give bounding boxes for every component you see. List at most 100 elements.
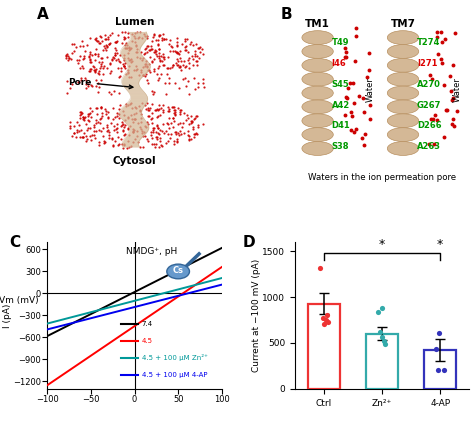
Point — [196, 55, 203, 62]
Ellipse shape — [302, 142, 333, 156]
Point — [106, 40, 114, 47]
Point — [111, 51, 119, 58]
Point — [77, 108, 85, 115]
Point — [136, 107, 144, 114]
Point — [161, 80, 169, 87]
Point — [109, 135, 116, 142]
Point — [90, 67, 97, 74]
Point — [105, 41, 113, 48]
Point — [99, 112, 106, 119]
Point — [155, 101, 163, 108]
Point — [190, 115, 198, 122]
Point — [190, 41, 197, 48]
Point — [92, 128, 100, 135]
Point — [155, 107, 162, 114]
Point — [118, 119, 126, 126]
Point — [176, 120, 183, 127]
Point — [132, 105, 140, 111]
Point — [112, 38, 120, 45]
Point — [82, 75, 89, 82]
Point — [137, 126, 145, 133]
Point — [86, 65, 94, 72]
Point — [200, 120, 207, 127]
Point — [99, 59, 106, 66]
Point — [105, 129, 113, 136]
Point — [316, 264, 324, 271]
Point — [102, 110, 110, 117]
Point — [64, 77, 71, 84]
Point — [119, 121, 127, 128]
Point — [95, 139, 102, 146]
Point — [80, 133, 87, 140]
Point — [137, 54, 144, 61]
Point — [137, 111, 145, 118]
Point — [193, 52, 201, 59]
Point — [136, 29, 144, 35]
Point — [159, 61, 167, 68]
Point — [102, 45, 109, 52]
Point — [136, 72, 143, 79]
Point — [160, 61, 168, 68]
Point — [115, 111, 123, 118]
Point — [80, 115, 88, 122]
Point — [153, 70, 161, 77]
Point — [127, 59, 135, 66]
Text: C: C — [9, 235, 20, 250]
Point — [156, 58, 164, 65]
Point — [181, 64, 188, 71]
Point — [155, 41, 162, 48]
Point — [155, 32, 163, 39]
Point — [162, 36, 170, 43]
Point — [76, 114, 83, 121]
Bar — [366, 334, 398, 389]
Point — [162, 127, 170, 134]
Point — [193, 113, 201, 120]
Point — [147, 116, 155, 123]
Point — [85, 117, 92, 124]
Point — [100, 70, 107, 77]
Point — [89, 131, 96, 138]
Point — [98, 115, 105, 122]
Point — [109, 54, 116, 60]
Point — [92, 104, 100, 111]
Text: I46: I46 — [331, 59, 346, 68]
Point — [380, 338, 388, 345]
Point — [152, 107, 160, 114]
Ellipse shape — [387, 44, 419, 58]
Point — [173, 38, 181, 45]
Point — [124, 34, 131, 41]
Point — [139, 133, 146, 140]
Point — [133, 46, 141, 53]
Point — [374, 308, 382, 315]
Point — [123, 145, 131, 152]
Point — [106, 31, 114, 38]
Text: Cs: Cs — [173, 266, 183, 275]
Point — [96, 39, 103, 46]
Point — [138, 130, 146, 137]
Point — [73, 127, 81, 134]
Point — [180, 62, 187, 69]
Point — [96, 119, 103, 126]
Point — [175, 131, 183, 138]
Ellipse shape — [302, 44, 333, 58]
Text: D41: D41 — [331, 121, 350, 130]
Point — [82, 80, 90, 87]
Point — [160, 129, 167, 136]
Point — [95, 59, 102, 66]
Point — [185, 135, 192, 142]
Point — [110, 55, 118, 62]
Point — [76, 42, 84, 49]
Point — [126, 57, 134, 64]
Point — [174, 62, 182, 69]
Point — [165, 41, 173, 48]
Point — [84, 83, 91, 89]
Point — [158, 57, 165, 64]
Point — [158, 143, 165, 150]
Point — [104, 126, 112, 133]
Point — [94, 119, 101, 126]
Point — [85, 111, 92, 118]
Point — [87, 65, 95, 72]
Point — [90, 122, 98, 129]
Point — [118, 123, 125, 130]
Point — [137, 66, 145, 73]
